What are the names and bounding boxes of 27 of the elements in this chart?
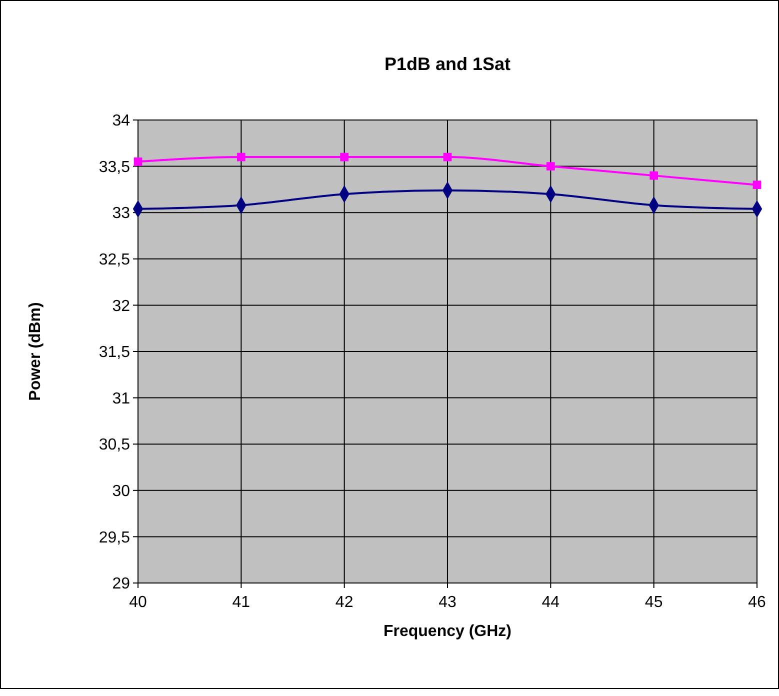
point xyxy=(752,180,762,190)
x-tick-label: 45 xyxy=(644,594,663,611)
y-tick-label: 34 xyxy=(112,112,130,130)
x-tick-label: 41 xyxy=(232,594,250,611)
y-tick-label: 31,5 xyxy=(98,344,130,362)
y-tick-label: 29 xyxy=(112,576,130,593)
chart-title: P1dB and 1Sat xyxy=(384,54,511,74)
point xyxy=(236,152,246,162)
y-tick-label: 30,5 xyxy=(98,436,130,454)
x-tick-label: 43 xyxy=(438,594,456,611)
y-tick-label: 32,5 xyxy=(98,252,130,268)
y-tick-label: 33,5 xyxy=(98,158,130,176)
x-axis-title: Frequency (GHz) xyxy=(383,623,512,640)
y-tick-label: 30 xyxy=(112,483,130,500)
point xyxy=(340,152,349,162)
x-tick-label: 46 xyxy=(748,594,766,611)
y-tick-label: 31 xyxy=(112,390,130,408)
x-tick-label: 44 xyxy=(542,594,560,611)
y-axis-title: Power (dBm) xyxy=(27,302,44,401)
y-tick-label: 32 xyxy=(112,298,130,315)
y-tick-label: 29,5 xyxy=(98,529,130,546)
x-tick-label: 40 xyxy=(129,594,147,611)
x-tick-label: 42 xyxy=(335,594,354,611)
point xyxy=(443,152,452,162)
point xyxy=(546,162,555,170)
y-tick-label: 33 xyxy=(112,205,130,222)
point xyxy=(650,171,658,180)
